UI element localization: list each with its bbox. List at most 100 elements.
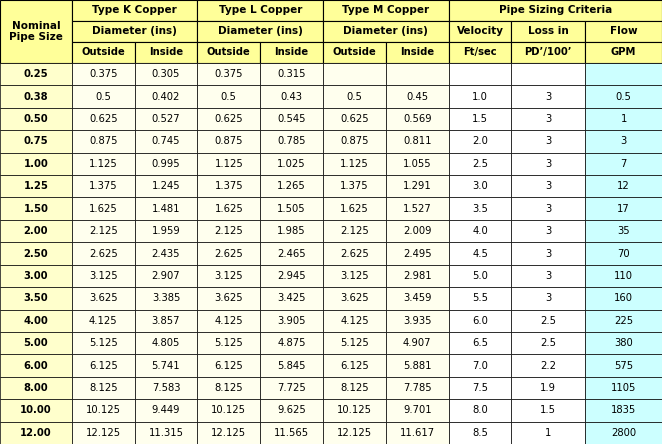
Bar bbox=[585, 422, 662, 444]
Text: 1.265: 1.265 bbox=[277, 181, 306, 191]
Bar bbox=[512, 399, 585, 422]
Bar bbox=[386, 130, 449, 153]
Bar bbox=[323, 242, 386, 265]
Text: 6.0: 6.0 bbox=[472, 316, 488, 326]
Text: 0.305: 0.305 bbox=[152, 69, 180, 79]
Text: 575: 575 bbox=[614, 361, 633, 371]
Bar bbox=[260, 354, 323, 377]
Bar bbox=[71, 85, 134, 108]
Bar bbox=[449, 0, 662, 21]
Bar bbox=[449, 153, 512, 175]
Text: 0.5: 0.5 bbox=[346, 91, 362, 102]
Text: 3: 3 bbox=[620, 136, 627, 147]
Text: 4.125: 4.125 bbox=[214, 316, 243, 326]
Text: 2.00: 2.00 bbox=[24, 226, 48, 236]
Bar bbox=[386, 220, 449, 242]
Bar bbox=[449, 399, 512, 422]
Bar bbox=[585, 85, 662, 108]
Text: 0.402: 0.402 bbox=[152, 91, 180, 102]
Text: 1: 1 bbox=[620, 114, 627, 124]
Text: 1.00: 1.00 bbox=[24, 159, 48, 169]
Bar bbox=[197, 0, 323, 21]
Text: 2.465: 2.465 bbox=[277, 249, 306, 258]
Bar bbox=[134, 265, 197, 287]
Text: 1.481: 1.481 bbox=[152, 204, 180, 214]
Text: 0.745: 0.745 bbox=[152, 136, 180, 147]
Text: Inside: Inside bbox=[400, 48, 434, 58]
Text: 12.00: 12.00 bbox=[20, 428, 52, 438]
Text: 2.495: 2.495 bbox=[403, 249, 432, 258]
Text: 2.2: 2.2 bbox=[540, 361, 556, 371]
Bar bbox=[134, 175, 197, 198]
Text: 8.5: 8.5 bbox=[472, 428, 488, 438]
Bar bbox=[0, 242, 71, 265]
Bar bbox=[386, 108, 449, 130]
Text: 12: 12 bbox=[617, 181, 630, 191]
Bar bbox=[0, 0, 71, 63]
Text: Flow: Flow bbox=[610, 27, 638, 36]
Text: 2.125: 2.125 bbox=[214, 226, 243, 236]
Bar bbox=[386, 153, 449, 175]
Text: 2.945: 2.945 bbox=[277, 271, 306, 281]
Bar bbox=[260, 198, 323, 220]
Bar bbox=[71, 399, 134, 422]
Bar bbox=[449, 287, 512, 309]
Bar bbox=[585, 354, 662, 377]
Bar bbox=[585, 130, 662, 153]
Bar bbox=[449, 198, 512, 220]
Bar bbox=[585, 153, 662, 175]
Text: 1.291: 1.291 bbox=[403, 181, 432, 191]
Bar bbox=[449, 108, 512, 130]
Text: Velocity: Velocity bbox=[457, 27, 504, 36]
Bar bbox=[0, 377, 71, 399]
Text: 2.5: 2.5 bbox=[472, 159, 488, 169]
Text: 12.125: 12.125 bbox=[337, 428, 372, 438]
Text: 3.00: 3.00 bbox=[24, 271, 48, 281]
Bar bbox=[71, 220, 134, 242]
Bar bbox=[134, 220, 197, 242]
Bar bbox=[197, 399, 260, 422]
Text: 3: 3 bbox=[545, 159, 551, 169]
Bar bbox=[585, 242, 662, 265]
Bar bbox=[197, 198, 260, 220]
Bar bbox=[260, 85, 323, 108]
Bar bbox=[449, 332, 512, 354]
Text: 0.625: 0.625 bbox=[214, 114, 243, 124]
Bar bbox=[260, 220, 323, 242]
Text: 2.981: 2.981 bbox=[403, 271, 432, 281]
Text: 0.875: 0.875 bbox=[89, 136, 117, 147]
Bar bbox=[260, 63, 323, 85]
Text: Outside: Outside bbox=[207, 48, 251, 58]
Text: 3.625: 3.625 bbox=[89, 293, 117, 303]
Bar bbox=[585, 63, 662, 85]
Text: 0.38: 0.38 bbox=[24, 91, 48, 102]
Bar bbox=[260, 175, 323, 198]
Text: 3.425: 3.425 bbox=[277, 293, 306, 303]
Bar bbox=[323, 377, 386, 399]
Bar bbox=[134, 287, 197, 309]
Bar bbox=[0, 85, 71, 108]
Text: 1.505: 1.505 bbox=[277, 204, 306, 214]
Bar bbox=[449, 220, 512, 242]
Bar bbox=[512, 198, 585, 220]
Text: Type M Copper: Type M Copper bbox=[342, 5, 430, 16]
Bar bbox=[71, 265, 134, 287]
Text: 11.565: 11.565 bbox=[274, 428, 309, 438]
Bar bbox=[386, 265, 449, 287]
Bar bbox=[585, 265, 662, 287]
Text: 3.459: 3.459 bbox=[403, 293, 432, 303]
Text: 0.527: 0.527 bbox=[152, 114, 180, 124]
Text: 3.857: 3.857 bbox=[152, 316, 180, 326]
Bar bbox=[449, 63, 512, 85]
Text: 5.881: 5.881 bbox=[403, 361, 432, 371]
Text: 5.741: 5.741 bbox=[152, 361, 180, 371]
Bar bbox=[386, 422, 449, 444]
Bar bbox=[71, 153, 134, 175]
Text: 1.625: 1.625 bbox=[89, 204, 118, 214]
Text: 0.875: 0.875 bbox=[340, 136, 369, 147]
Bar bbox=[323, 21, 449, 42]
Bar bbox=[197, 63, 260, 85]
Bar bbox=[0, 265, 71, 287]
Bar bbox=[323, 287, 386, 309]
Text: 1.375: 1.375 bbox=[89, 181, 117, 191]
